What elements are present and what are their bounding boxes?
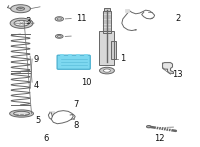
Bar — [104, 8, 110, 11]
Ellipse shape — [11, 5, 30, 13]
Ellipse shape — [56, 35, 63, 38]
Bar — [111, 41, 116, 59]
Ellipse shape — [14, 111, 29, 116]
Ellipse shape — [103, 69, 110, 72]
Text: 12: 12 — [154, 134, 164, 143]
Text: 8: 8 — [73, 121, 79, 130]
FancyBboxPatch shape — [57, 55, 90, 69]
Ellipse shape — [17, 7, 25, 10]
Text: 9: 9 — [33, 55, 39, 64]
Text: 11: 11 — [76, 14, 87, 23]
Bar — [125, 9, 129, 12]
Bar — [68, 54, 71, 56]
Text: 3: 3 — [26, 17, 31, 26]
Bar — [60, 54, 63, 56]
Ellipse shape — [135, 29, 137, 30]
Bar — [99, 31, 114, 66]
Ellipse shape — [100, 67, 114, 74]
Ellipse shape — [55, 17, 63, 21]
Bar — [111, 41, 116, 59]
Bar — [76, 54, 79, 56]
Bar — [103, 11, 111, 33]
Bar — [103, 11, 111, 33]
Ellipse shape — [10, 110, 33, 117]
Text: 4: 4 — [33, 81, 39, 90]
Ellipse shape — [14, 20, 29, 26]
Text: 5: 5 — [35, 116, 41, 125]
Bar — [84, 54, 87, 56]
Text: 2: 2 — [175, 14, 181, 23]
Text: 7: 7 — [73, 100, 79, 109]
Ellipse shape — [19, 8, 22, 9]
Text: 13: 13 — [172, 70, 183, 80]
Bar — [99, 31, 114, 66]
Text: 6: 6 — [43, 134, 49, 143]
Text: 10: 10 — [81, 78, 92, 87]
Polygon shape — [163, 63, 173, 74]
Ellipse shape — [10, 18, 33, 28]
Ellipse shape — [150, 18, 153, 19]
Bar — [104, 8, 110, 11]
Text: 1: 1 — [120, 54, 125, 64]
Bar — [49, 111, 54, 113]
Ellipse shape — [146, 126, 151, 128]
